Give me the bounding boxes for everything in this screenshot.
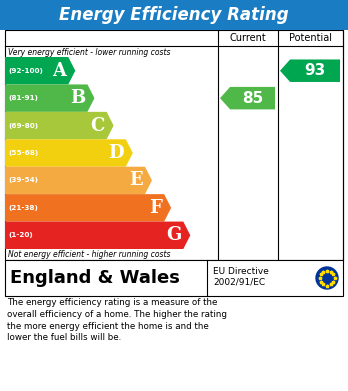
Polygon shape [5,194,171,222]
Text: (1-20): (1-20) [8,232,33,238]
Text: (55-68): (55-68) [8,150,38,156]
Text: Current: Current [230,33,266,43]
Text: G: G [166,226,181,244]
Bar [0,0,348,30]
Text: D: D [108,144,124,162]
Text: 85: 85 [242,91,263,106]
Polygon shape [5,167,152,194]
Bar [5,30,343,260]
Text: Very energy efficient - lower running costs: Very energy efficient - lower running co… [8,48,171,57]
Text: E: E [129,171,143,189]
Polygon shape [5,84,94,112]
Text: (92-100): (92-100) [8,68,43,74]
Text: Potential: Potential [289,33,332,43]
Text: F: F [149,199,162,217]
Circle shape [316,267,338,289]
Text: (69-80): (69-80) [8,122,38,129]
Text: Not energy efficient - higher running costs: Not energy efficient - higher running co… [8,250,171,259]
Text: (39-54): (39-54) [8,178,38,183]
Polygon shape [5,139,133,167]
Text: Energy Efficiency Rating: Energy Efficiency Rating [59,6,289,24]
Text: (81-91): (81-91) [8,95,38,101]
Text: 93: 93 [304,63,326,78]
Text: EU Directive
2002/91/EC: EU Directive 2002/91/EC [213,267,269,287]
Text: The energy efficiency rating is a measure of the
overall efficiency of a home. T: The energy efficiency rating is a measur… [7,298,227,343]
Text: C: C [90,117,105,135]
Polygon shape [280,59,340,82]
Polygon shape [5,57,75,84]
Text: (21-38): (21-38) [8,205,38,211]
Polygon shape [5,112,114,139]
Text: B: B [70,89,86,107]
Text: England & Wales: England & Wales [10,269,180,287]
Text: A: A [52,62,66,80]
Bar [5,260,343,296]
Polygon shape [220,87,275,109]
Polygon shape [5,222,190,249]
